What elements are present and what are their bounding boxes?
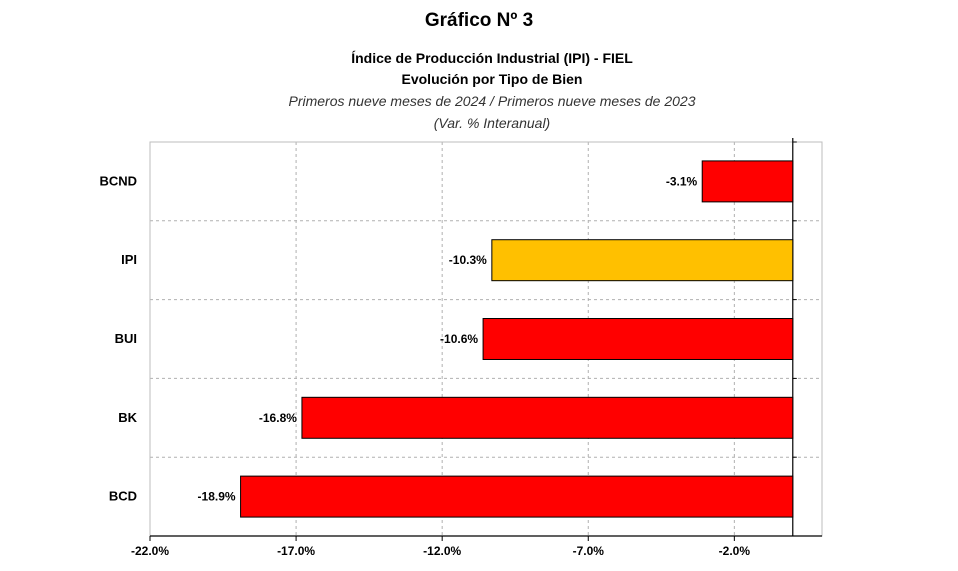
bar-value-label: -3.1% (666, 174, 698, 188)
bar (482, 318, 794, 360)
chart-title: Gráfico Nº 3 (424, 10, 534, 31)
y-tick-label: BCND (99, 173, 137, 188)
chart-subtitle-index: Índice de Producción Industrial (IPI) - … (351, 50, 633, 66)
bar-value-label: -16.8% (259, 411, 297, 425)
bar (240, 475, 794, 518)
x-tick-label: -12.0% (423, 544, 461, 558)
chart-subtitle-period: Primeros nueve meses de 2024 / Primeros … (288, 93, 696, 109)
bar (701, 160, 794, 203)
y-tick-label: IPI (121, 252, 137, 267)
y-tick-label: BK (118, 410, 137, 425)
x-tick-label: -2.0% (719, 544, 751, 558)
chart-subtitle-evolution: Evolución por Tipo de Bien (401, 71, 583, 87)
bar-value-label: -10.3% (449, 253, 487, 267)
bar-value-label: -18.9% (198, 490, 236, 504)
chart-subtitle-unit: (Var. % Interanual) (433, 115, 551, 131)
y-tick-label: BUI (115, 331, 137, 346)
bar (301, 396, 794, 439)
y-tick-label: BCD (109, 489, 137, 504)
bar-value-label: -10.6% (440, 332, 478, 346)
x-tick-label: -22.0% (131, 544, 169, 558)
x-tick-label: -7.0% (573, 544, 605, 558)
x-tick-label: -17.0% (277, 544, 315, 558)
bar (491, 239, 794, 282)
